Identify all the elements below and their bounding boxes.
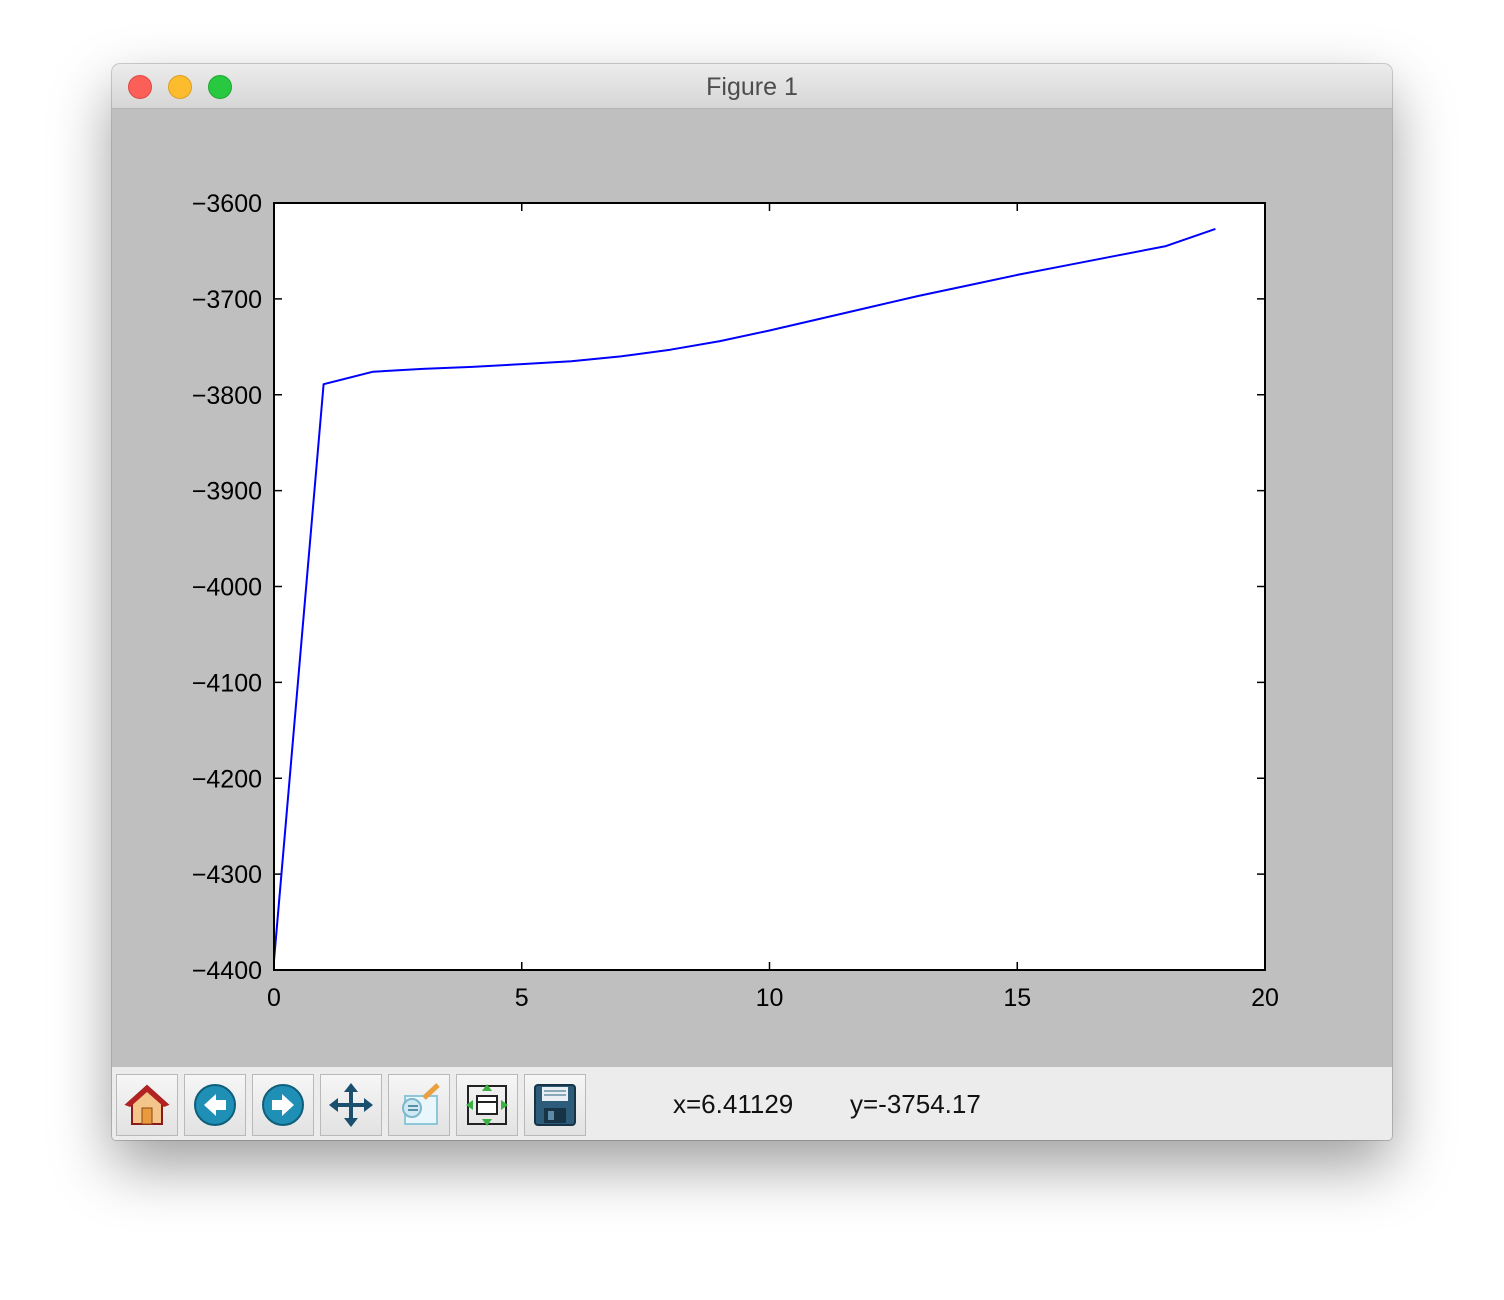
- y-tick-label: −4400: [192, 957, 262, 985]
- y-tick-label: −4300: [192, 861, 262, 889]
- y-tick-label: −4000: [192, 574, 262, 602]
- back-button[interactable]: [184, 1074, 246, 1136]
- figure-canvas[interactable]: 0 5 10 15 20 −3600 −3700 −3800 −3900 −4000 −4100 −4…: [112, 109, 1392, 1067]
- forward-button[interactable]: [252, 1074, 314, 1136]
- x-tick-label: 15: [1003, 984, 1031, 1012]
- pan-button[interactable]: [320, 1074, 382, 1136]
- series-line-0: [273, 227, 1216, 961]
- x-tick-label: 0: [267, 984, 281, 1012]
- plot-area: [274, 203, 1265, 970]
- zoom-button[interactable]: [388, 1074, 450, 1136]
- zoom-rect-icon: [402, 1083, 440, 1125]
- figure-window: Figure 1 0 5 10 15 20 −3600 −3700 −3800 −3900 −40…: [112, 64, 1392, 1140]
- subplots-button[interactable]: [456, 1074, 518, 1136]
- x-tick-label: 10: [756, 984, 784, 1012]
- floppy-disk-icon: [534, 1084, 576, 1126]
- line-chart[interactable]: 0 5 10 15 20 −3600 −3700 −3800 −3900 −4000 −4100 −4…: [112, 109, 1392, 1067]
- home-button[interactable]: [116, 1074, 178, 1136]
- subplots-config-icon: [466, 1084, 508, 1126]
- forward-arrow-icon: [262, 1084, 304, 1126]
- zoom-window-button[interactable]: [208, 75, 232, 99]
- window-title: Figure 1: [706, 73, 798, 101]
- minimize-window-button[interactable]: [168, 75, 192, 99]
- axes-frame: [273, 202, 1266, 971]
- title-bar[interactable]: Figure 1: [112, 64, 1392, 109]
- y-tick-label: −4200: [192, 765, 262, 793]
- series-layer: [273, 227, 1216, 961]
- y-tick-label: −4100: [192, 669, 262, 697]
- navigation-toolbar: x=6.41129 y=-3754.17: [112, 1067, 1392, 1140]
- back-arrow-icon: [194, 1084, 236, 1126]
- y-tick-label: −3800: [192, 382, 262, 410]
- x-tick-label: 5: [515, 984, 529, 1012]
- y-tick-label: −3700: [192, 286, 262, 314]
- x-tick-label: 20: [1251, 984, 1279, 1012]
- x-coordinate-readout: x=6.41129: [673, 1089, 794, 1119]
- move-arrows-icon: [329, 1083, 373, 1127]
- y-coordinate-readout: y=-3754.17: [850, 1089, 981, 1119]
- tick-labels: 0 5 10 15 20 −3600 −3700 −3800 −3900 −4000 −4100 −4…: [192, 190, 1279, 1012]
- save-button[interactable]: [524, 1074, 586, 1136]
- close-window-button[interactable]: [128, 75, 152, 99]
- home-icon: [124, 1084, 170, 1125]
- y-tick-label: −3900: [192, 478, 262, 506]
- y-tick-label: −3600: [192, 190, 262, 218]
